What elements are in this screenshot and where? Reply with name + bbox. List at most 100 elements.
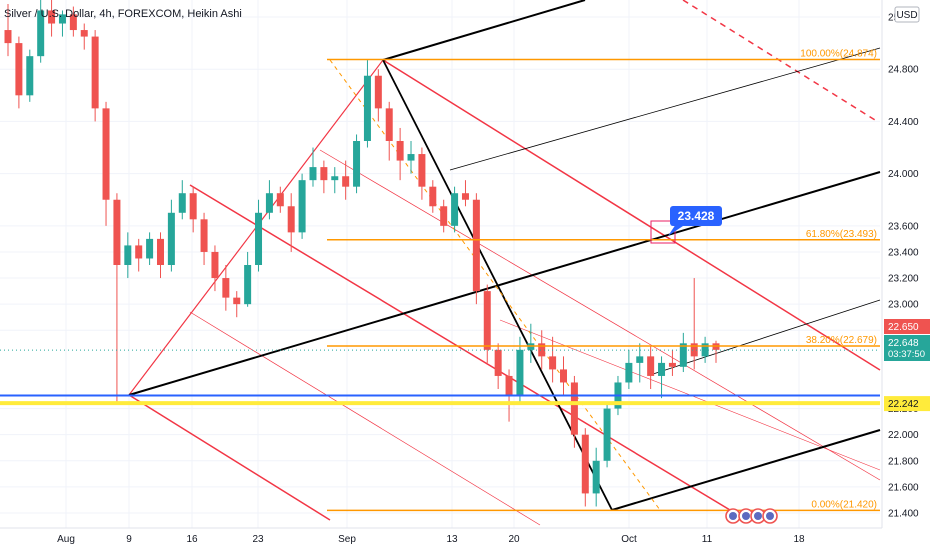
- candle-body: [320, 167, 328, 181]
- time-tick-label: 11: [702, 534, 713, 545]
- candle-body: [668, 362, 676, 367]
- time-axis[interactable]: Aug 9 16 23 Sep 13 20 Oct 11 18: [57, 534, 805, 545]
- candle-body: [636, 356, 644, 363]
- candle-body: [374, 75, 382, 109]
- candle-body: [113, 199, 121, 265]
- candle-body: [4, 30, 12, 44]
- callout-box[interactable]: [670, 206, 722, 226]
- callout-pointer: [668, 224, 686, 236]
- fib-level-label: 100.00%(24.874): [800, 49, 877, 60]
- candle-body: [48, 10, 56, 24]
- price-tick-label: 21.800: [888, 456, 919, 467]
- candle-body: [592, 460, 600, 494]
- fib-level-label: 0.00%(21.420): [811, 499, 877, 510]
- candle-body: [146, 238, 154, 259]
- candle-body: [625, 362, 633, 383]
- pitchfork-red-thin-tine-1[interactable]: [319, 149, 881, 481]
- support-price-tag-text: 22.242: [888, 399, 919, 410]
- time-tick-label: 18: [793, 534, 805, 545]
- candle-body: [570, 382, 578, 435]
- pitchfork-black-main-line[interactable]: [128, 171, 881, 396]
- candle-body: [647, 356, 655, 376]
- flag-icon: [729, 512, 737, 520]
- candle-body: [167, 212, 175, 265]
- candle-body: [233, 297, 241, 305]
- candle-body: [603, 408, 611, 461]
- candle-body: [461, 193, 469, 200]
- pitchfork-black-lower-line[interactable]: [611, 429, 881, 511]
- candle-body: [222, 278, 230, 298]
- candle-body: [451, 193, 459, 226]
- candle-body: [701, 343, 709, 357]
- candle-body: [429, 186, 437, 207]
- candle-body: [538, 343, 546, 357]
- callout-target-box[interactable]: [650, 220, 676, 244]
- candle-body: [581, 434, 589, 494]
- price-callout[interactable]: 23.428: [650, 206, 722, 244]
- events-layer[interactable]: [725, 508, 778, 524]
- candle-body: [440, 206, 448, 226]
- candle-body: [407, 154, 415, 161]
- currency-badge[interactable]: [894, 6, 920, 23]
- candle-body: [658, 362, 666, 376]
- candle-body: [418, 154, 426, 187]
- time-tick-label: 16: [186, 534, 198, 545]
- time-tick-label: 9: [126, 534, 132, 545]
- price-tick-label: 21.600: [888, 482, 919, 493]
- candle-body: [265, 193, 273, 213]
- time-tick-label: 23: [252, 534, 264, 545]
- candle-body: [505, 375, 513, 396]
- candle-body: [353, 141, 361, 187]
- current-price-tag-text: 22.650: [888, 322, 919, 333]
- time-tick-label: Oct: [621, 534, 637, 545]
- candle-body: [178, 193, 186, 213]
- candle-body: [385, 108, 393, 141]
- candle-body: [244, 265, 252, 305]
- candle-body: [483, 291, 491, 350]
- fib-layer[interactable]: 100.00%(24.874) 61.80%(23.493) 38.20%(22.6…: [327, 49, 880, 512]
- candle-body: [363, 75, 371, 141]
- candle-body: [516, 349, 524, 396]
- pitchfork-red-lower-tine[interactable]: [128, 394, 331, 521]
- candle-body: [69, 14, 77, 31]
- price-tick-label: 23.400: [888, 247, 919, 258]
- callout-label: 23.428: [678, 209, 715, 223]
- candle-body: [37, 10, 45, 57]
- pitchfork-red-thin-tine-2[interactable]: [189, 311, 541, 526]
- candle-body: [549, 356, 557, 370]
- fib-level-label: 38.20%(22.679): [806, 335, 877, 346]
- fib-level-label: 61.80%(23.493): [806, 229, 877, 240]
- candle-body: [309, 167, 317, 181]
- pitchfork-black-upper-line[interactable]: [382, 0, 586, 61]
- last-price-tag: [884, 335, 930, 361]
- candle-body: [26, 56, 34, 96]
- price-tick-label: 24.000: [888, 169, 919, 180]
- flag-icon: [766, 512, 774, 520]
- pitchfork-black-drop-line[interactable]: [382, 59, 613, 511]
- pitchfork-red-upper-tine[interactable]: [382, 59, 881, 371]
- flag-icon: [742, 512, 750, 520]
- levels-layer[interactable]: [0, 349, 880, 406]
- candle-body: [211, 251, 219, 279]
- candle-body: [679, 343, 687, 367]
- support-price-tag: [884, 396, 930, 412]
- pitchfork-black-thin-upper[interactable]: [449, 47, 881, 171]
- candle-body: [690, 343, 698, 357]
- bar-countdown-text: 03:37:50: [888, 349, 925, 360]
- pitchfork-black-thin-lower[interactable]: [649, 299, 881, 376]
- chart-title: Silver / U.S. Dollar, 4h, FOREXCOM, Heik…: [4, 8, 242, 20]
- candle-body: [58, 14, 66, 24]
- candle-body: [276, 193, 284, 207]
- candle-body: [472, 199, 480, 292]
- pitchfork-red-median-line[interactable]: [189, 184, 731, 511]
- price-tick-label: 21.400: [888, 509, 919, 520]
- candle-body: [560, 369, 568, 383]
- candle-body: [342, 176, 350, 187]
- candles-layer: [4, 0, 720, 507]
- candle-body: [135, 245, 143, 259]
- last-price-tag-text: 22.648: [888, 338, 919, 349]
- candle-body: [189, 193, 197, 220]
- candle-body: [331, 176, 339, 181]
